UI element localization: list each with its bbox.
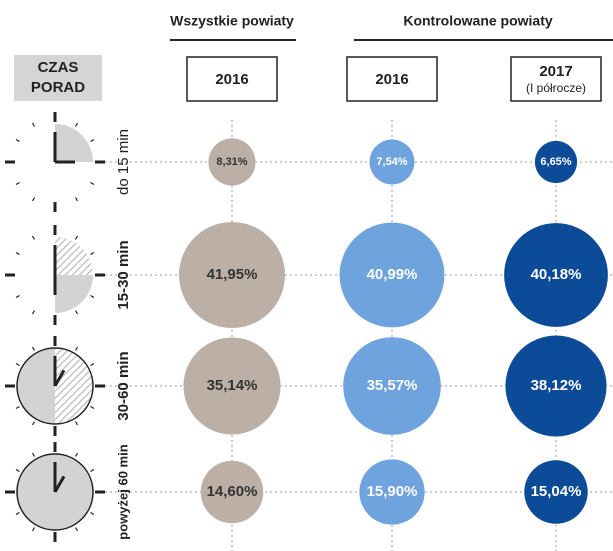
- clock-tick: [15, 251, 20, 256]
- column-subheader: (I półrocze): [526, 81, 586, 95]
- clock-tick: [15, 181, 20, 186]
- clock-tick: [15, 511, 20, 516]
- row-label: 15-30 min: [115, 240, 132, 309]
- column-header-box: [186, 56, 278, 102]
- bubble: [208, 138, 256, 186]
- row-header: PORAD: [31, 79, 85, 96]
- clock-tick: [31, 421, 36, 426]
- clock-tick: [15, 362, 20, 367]
- column-header-box: [510, 56, 602, 102]
- clock-tick: [31, 235, 36, 240]
- clock-tick: [90, 362, 95, 367]
- group-header: Kontrolowane powiaty: [403, 13, 553, 29]
- row-label: 30-60 min: [115, 351, 132, 420]
- clock-tick: [31, 527, 36, 532]
- data-label: 38,12%: [531, 377, 582, 394]
- clock-tick: [15, 138, 20, 143]
- clock-face: [16, 347, 94, 425]
- clock-hand: [53, 369, 66, 387]
- clock-tick: [90, 294, 95, 299]
- row-header: CZAS: [38, 59, 79, 76]
- data-label: 15,04%: [531, 483, 582, 500]
- bubble: [524, 460, 588, 524]
- bubble: [504, 223, 608, 327]
- clock-tick: [90, 251, 95, 256]
- clock-tick: [74, 421, 79, 426]
- clock-sector: [55, 124, 93, 162]
- data-label: 35,14%: [207, 377, 258, 394]
- bubble: [534, 140, 578, 184]
- clock-sector: [55, 348, 93, 424]
- row-label: do 15 min: [115, 129, 132, 195]
- data-label: 7,54%: [376, 156, 407, 168]
- clock-tick: [74, 197, 79, 202]
- clock-tick: [90, 138, 95, 143]
- data-label: 40,99%: [367, 266, 418, 283]
- data-label: 14,60%: [207, 483, 258, 500]
- column-header-box: [346, 56, 438, 102]
- clock-tick: [90, 405, 95, 410]
- clock-hand: [53, 475, 66, 493]
- clock-tick: [31, 346, 36, 351]
- clock-tick: [74, 235, 79, 240]
- bubble: [369, 139, 415, 185]
- bubble: [339, 222, 445, 328]
- column-header: 2016: [215, 71, 248, 88]
- clock-tick: [74, 527, 79, 532]
- group-header: Wszystkie powiaty: [170, 13, 294, 29]
- row-header-box: [14, 55, 102, 101]
- clock-tick: [31, 310, 36, 315]
- data-label: 8,31%: [216, 156, 247, 168]
- data-label: 15,90%: [367, 483, 418, 500]
- clock-sector: [55, 275, 93, 313]
- row-label: powyżej 60 min: [115, 444, 130, 539]
- clock-tick: [90, 181, 95, 186]
- column-header: 2017: [539, 63, 572, 80]
- column-header: 2016: [375, 71, 408, 88]
- clock-tick: [74, 452, 79, 457]
- data-label: 6,65%: [540, 156, 571, 168]
- clock-tick: [31, 197, 36, 202]
- bubble: [179, 222, 285, 328]
- bubble: [359, 459, 425, 525]
- clock-tick: [74, 310, 79, 315]
- bubble: [183, 337, 281, 435]
- data-label: 41,95%: [207, 266, 258, 283]
- clock-tick: [15, 294, 20, 299]
- clock-tick: [74, 122, 79, 127]
- clock-tick: [31, 122, 36, 127]
- clock-tick: [31, 452, 36, 457]
- clock-tick: [15, 405, 20, 410]
- bubble: [343, 337, 441, 435]
- clock-tick: [90, 511, 95, 516]
- data-label: 40,18%: [531, 266, 582, 283]
- clock-sector: [55, 237, 93, 275]
- bubble: [505, 335, 607, 437]
- data-label: 35,57%: [367, 377, 418, 394]
- clock-tick: [90, 468, 95, 473]
- clock-tick: [15, 468, 20, 473]
- clock-tick: [74, 346, 79, 351]
- clock-sector: [16, 348, 55, 424]
- bubble: [200, 460, 264, 524]
